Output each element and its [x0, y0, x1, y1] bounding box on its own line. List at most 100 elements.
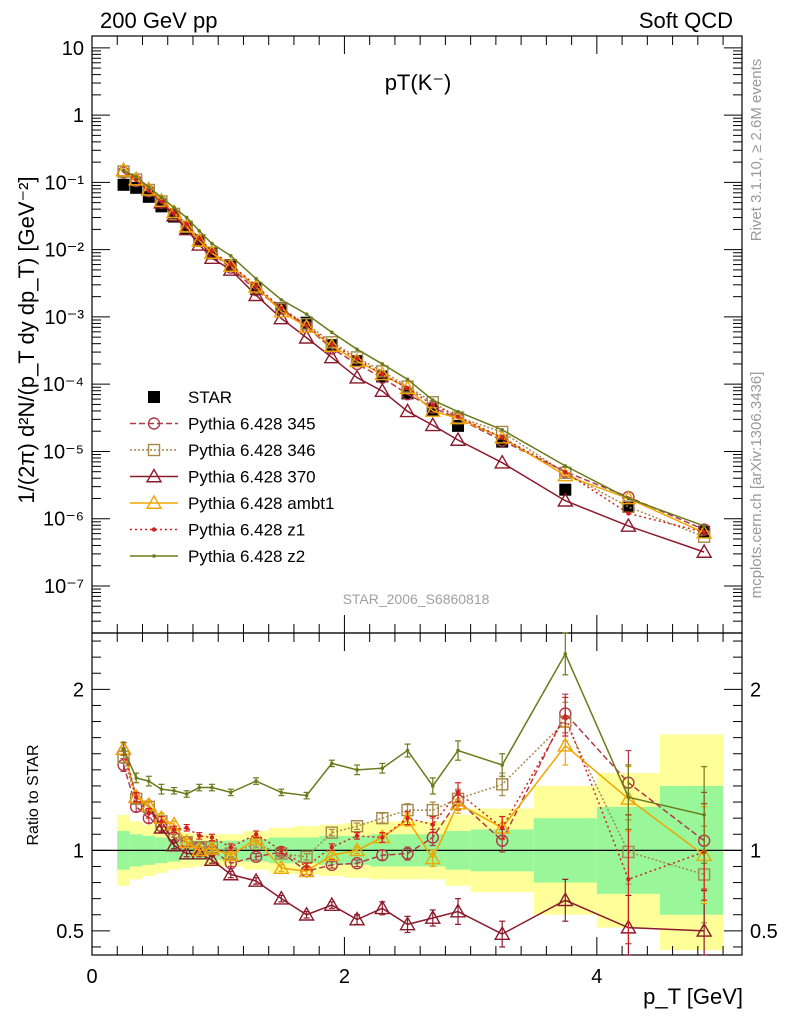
marker-dot [229, 790, 233, 795]
marker-dot [279, 305, 284, 311]
y-tick-label: 10⁻³ [45, 307, 85, 329]
marker-dot [253, 832, 259, 837]
marker-dot [184, 221, 189, 227]
marker-dot [171, 827, 177, 832]
marker-circle [350, 857, 364, 870]
ratio-tick-label-right: 0.5 [750, 921, 778, 943]
marker-dot [184, 792, 189, 796]
marker-triangle [695, 524, 713, 539]
marker-dot [304, 793, 309, 798]
marker-dot [405, 815, 410, 821]
plot-title: pT(K⁻) [385, 70, 452, 95]
marker-dot [430, 402, 435, 408]
marker-dot [253, 283, 259, 289]
marker-triangle [178, 845, 195, 860]
marker-triangle [323, 349, 341, 364]
marker-triangle [424, 909, 441, 924]
marker-square [376, 811, 389, 825]
marker-triangle [191, 841, 208, 857]
header-right: Soft QCD [639, 8, 733, 33]
marker-triangle [620, 517, 637, 532]
marker-square [249, 281, 263, 295]
marker-dot [146, 811, 151, 816]
series-z2 [121, 168, 706, 528]
marker-triangle [424, 402, 441, 417]
y-tick-label: 10⁻² [45, 240, 85, 262]
ratio-series-z1 [120, 696, 708, 945]
marker-dot [184, 825, 189, 831]
marker-triangle [247, 872, 265, 887]
marker-dot [430, 784, 435, 788]
marker-triangle [449, 903, 467, 918]
marker-triangle [178, 218, 195, 233]
marker-triangle [374, 382, 391, 398]
marker-dot [279, 790, 284, 795]
marker-dot [329, 342, 335, 347]
marker-dot [184, 215, 189, 220]
marker-triangle [145, 494, 163, 509]
marker-triangle [493, 429, 511, 444]
marker-dot [172, 205, 176, 210]
ratio-tick-label-right: 1 [750, 840, 761, 862]
marker-dot [430, 398, 435, 402]
marker-triangle [203, 244, 221, 260]
marker-dot [210, 241, 214, 246]
marker-square [147, 443, 161, 457]
marker-dot [197, 785, 202, 790]
ratio-line-z1 [122, 714, 705, 881]
marker-dot [355, 768, 359, 772]
y-tick-label: 10⁻¹ [45, 172, 85, 194]
marker-triangle [222, 846, 240, 862]
marker-dot [499, 435, 505, 440]
marker-triangle [222, 866, 240, 881]
marker-dot [499, 825, 505, 831]
legend-label: Pythia 6.428 346 [188, 441, 316, 460]
marker-triangle [374, 899, 391, 915]
marker-square [117, 165, 130, 178]
marker-filled-square [559, 483, 572, 496]
ratio-series-z2 [120, 632, 708, 864]
marker-dot [254, 276, 258, 281]
marker-dot [354, 833, 360, 839]
marker-triangle [115, 162, 132, 177]
marker-dot [146, 779, 151, 783]
marker-filled-square [148, 391, 160, 403]
header-left: 200 GeV pp [100, 8, 217, 33]
marker-dot [133, 795, 139, 800]
marker-triangle [273, 890, 290, 905]
marker-dot [254, 779, 258, 783]
marker-triangle [247, 278, 265, 293]
x-tick-label: 4 [591, 966, 602, 988]
marker-dot [279, 297, 284, 302]
marker-circle [325, 858, 339, 872]
site-label: mcplots.cern.ch [arXiv:1306.3436] [748, 372, 765, 599]
marker-dot [430, 822, 435, 827]
marker-dot [159, 787, 164, 791]
upper-frame [91, 35, 743, 634]
marker-dot [355, 347, 359, 352]
marker-triangle [222, 257, 240, 273]
series-line-z2 [123, 169, 705, 527]
marker-dot [279, 848, 284, 853]
marker-dot [455, 790, 461, 795]
legend-label: STAR [188, 388, 232, 407]
marker-dot [304, 323, 309, 328]
marker-triangle [273, 303, 290, 318]
marker-square [325, 826, 339, 839]
marker-dot [456, 409, 460, 414]
marker-triangle [191, 845, 208, 860]
marker-triangle [557, 492, 574, 507]
x-tick-label: 0 [86, 966, 97, 988]
marker-square [495, 778, 509, 791]
y-axis-title: 1/(2π) d²N/(p_T dy dp_T) [GeV⁻²] [14, 176, 39, 503]
marker-dot [209, 835, 215, 840]
marker-filled-square [117, 178, 130, 191]
y-tick-label: 10 [62, 38, 84, 60]
marker-triangle [557, 891, 574, 907]
marker-triangle [203, 840, 221, 855]
series-line-z1 [123, 169, 705, 533]
marker-triangle [140, 181, 158, 196]
ratio-tick-label: 1 [73, 840, 84, 862]
ratio-axis-title: Ratio to STAR [25, 744, 42, 845]
marker-dot [134, 776, 138, 780]
